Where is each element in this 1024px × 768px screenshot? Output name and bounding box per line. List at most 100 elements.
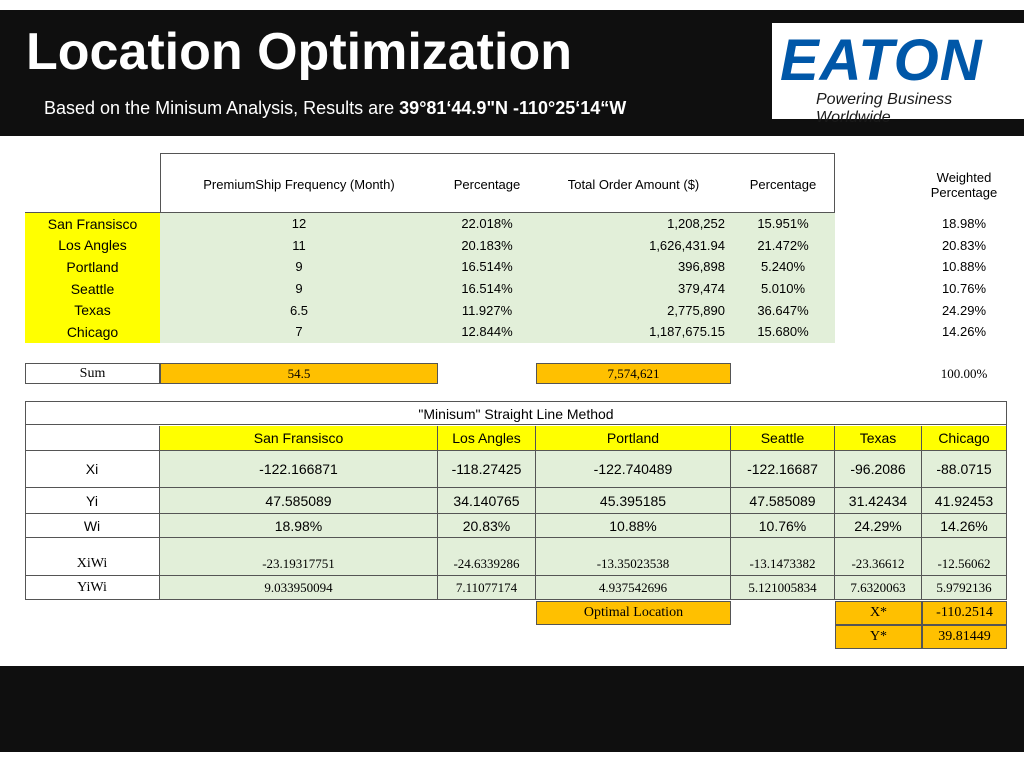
sum-weighted-percentage: 100.00% (940, 365, 988, 381)
optimal-y-label: Y* (835, 625, 922, 649)
footer-bar (0, 666, 1024, 752)
frequency-percentage-value: 12.844% (438, 321, 536, 343)
optimal-x-value: -110.2514 (922, 601, 1007, 625)
minisum-value: 5.9792136 (922, 576, 1007, 600)
optimal-y-value: 39.81449 (922, 625, 1007, 649)
minisum-value: -13.1473382 (731, 538, 835, 576)
logo-tagline: Powering Business Worldwide (816, 91, 953, 126)
order-amount-value: 1,187,675.15 (536, 321, 731, 343)
order-amount-value: 379,474 (536, 277, 731, 300)
optimal-x-label: X* (835, 601, 922, 625)
city-label: Texas (25, 299, 160, 321)
frequency-value: 6.5 (160, 299, 438, 321)
frequency-value: 9 (160, 277, 438, 300)
minisum-value: 14.26% (922, 514, 1007, 538)
frequency-value: 12 (160, 213, 438, 235)
weighted-percentage-value: 10.88% (941, 259, 987, 275)
minisum-city-header: Chicago (922, 426, 1007, 451)
minisum-value: 20.83% (438, 514, 536, 538)
frequency-percentage-value: 11.927% (438, 299, 536, 321)
minisum-value: 45.395185 (536, 488, 731, 514)
sum-frequency: 54.5 (160, 363, 438, 384)
minisum-table-title: "Minisum" Straight Line Method (25, 403, 1007, 425)
order-amount-value: 396,898 (536, 256, 731, 278)
frequency-percentage-header: Percentage (453, 176, 521, 192)
minisum-value: 10.76% (731, 514, 835, 538)
minisum-value: -122.16687 (731, 451, 835, 488)
subtitle-text: Based on the Minisum Analysis, Results a… (44, 98, 400, 118)
weighted-percentage-value: 10.76% (941, 281, 987, 297)
minisum-value: -88.0715 (922, 451, 1007, 488)
minisum-city-header: Texas (835, 426, 922, 451)
minisum-value: 47.585089 (731, 488, 835, 514)
sum-label: Sum (25, 363, 160, 384)
minisum-value: -23.36612 (835, 538, 922, 576)
minisum-row-label: Yi (25, 488, 160, 514)
minisum-corner-cell (25, 426, 160, 451)
minisum-value: 4.937542696 (536, 576, 731, 600)
minisum-city-header: Portland (536, 426, 731, 451)
order-percentage-value: 21.472% (731, 234, 835, 257)
order-amount-header: Total Order Amount ($) (567, 176, 700, 192)
minisum-value: 7.11077174 (438, 576, 536, 600)
minisum-value: -118.27425 (438, 451, 536, 488)
minisum-value: -13.35023538 (536, 538, 731, 576)
minisum-value: 5.121005834 (731, 576, 835, 600)
minisum-value: 41.92453 (922, 488, 1007, 514)
frequency-percentage-value: 16.514% (438, 277, 536, 300)
minisum-city-header: San Fransisco (160, 426, 438, 451)
weighted-percentage-value: 20.83% (941, 237, 987, 253)
minisum-row-label: Xi (25, 451, 160, 488)
minisum-value: -12.56062 (922, 538, 1007, 576)
minisum-row-label: YiWi (25, 576, 160, 600)
city-label: San Fransisco (25, 213, 160, 235)
minisum-value: 9.033950094 (160, 576, 438, 600)
eaton-logo: EATON Powering Business Worldwide (772, 23, 1024, 126)
frequency-value: 11 (160, 234, 438, 257)
order-amount-value: 2,775,890 (536, 299, 731, 321)
weighted-percentage-value: 24.29% (941, 302, 987, 318)
frequency-header: PremiumShip Frequency (Month) (203, 176, 395, 192)
minisum-value: 24.29% (835, 514, 922, 538)
frequency-percentage-value: 16.514% (438, 256, 536, 278)
order-percentage-value: 5.010% (731, 277, 835, 300)
order-percentage-value: 36.647% (731, 299, 835, 321)
minisum-value: 31.42434 (835, 488, 922, 514)
minisum-row-label: XiWi (25, 538, 160, 576)
order-amount-value: 1,626,431.94 (536, 234, 731, 257)
minisum-value: 18.98% (160, 514, 438, 538)
order-percentage-value: 15.951% (731, 213, 835, 235)
minisum-city-header: Los Angles (438, 426, 536, 451)
minisum-row-label: Wi (25, 514, 160, 538)
weighted-percentage-value: 18.98% (941, 216, 987, 232)
page-title: Location Optimization (26, 23, 572, 81)
minisum-value: -122.740489 (536, 451, 731, 488)
order-percentage-value: 15.680% (731, 321, 835, 343)
frequency-value: 7 (160, 321, 438, 343)
order-percentage-header: Percentage (749, 176, 817, 192)
minisum-value: -23.19317751 (160, 538, 438, 576)
city-label: Chicago (25, 321, 160, 343)
minisum-value: -24.6339286 (438, 538, 536, 576)
logo-wordmark: EATON (780, 28, 983, 93)
city-label: Seattle (25, 277, 160, 300)
frequency-percentage-value: 22.018% (438, 213, 536, 235)
subtitle-coordinates: 39°81‘44.9"N -110°25‘14“W (399, 98, 627, 118)
order-amount-value: 1,208,252 (536, 213, 731, 235)
weighted-percentage-value: 14.26% (941, 324, 987, 340)
weighted-percentage-header: Weighted Percentage (930, 170, 998, 200)
frequency-value: 9 (160, 256, 438, 278)
frequency-percentage-value: 20.183% (438, 234, 536, 257)
city-label: Los Angles (25, 234, 160, 257)
sum-order-amount: 7,574,621 (536, 363, 731, 384)
minisum-value: -122.166871 (160, 451, 438, 488)
minisum-value: 7.6320063 (835, 576, 922, 600)
page-subtitle: Based on the Minisum Analysis, Results a… (44, 98, 626, 119)
minisum-value: 10.88% (536, 514, 731, 538)
minisum-value: -96.2086 (835, 451, 922, 488)
minisum-value: 47.585089 (160, 488, 438, 514)
minisum-value: 34.140765 (438, 488, 536, 514)
city-label: Portland (25, 256, 160, 278)
order-percentage-value: 5.240% (731, 256, 835, 278)
optimal-location-label: Optimal Location (536, 601, 731, 625)
